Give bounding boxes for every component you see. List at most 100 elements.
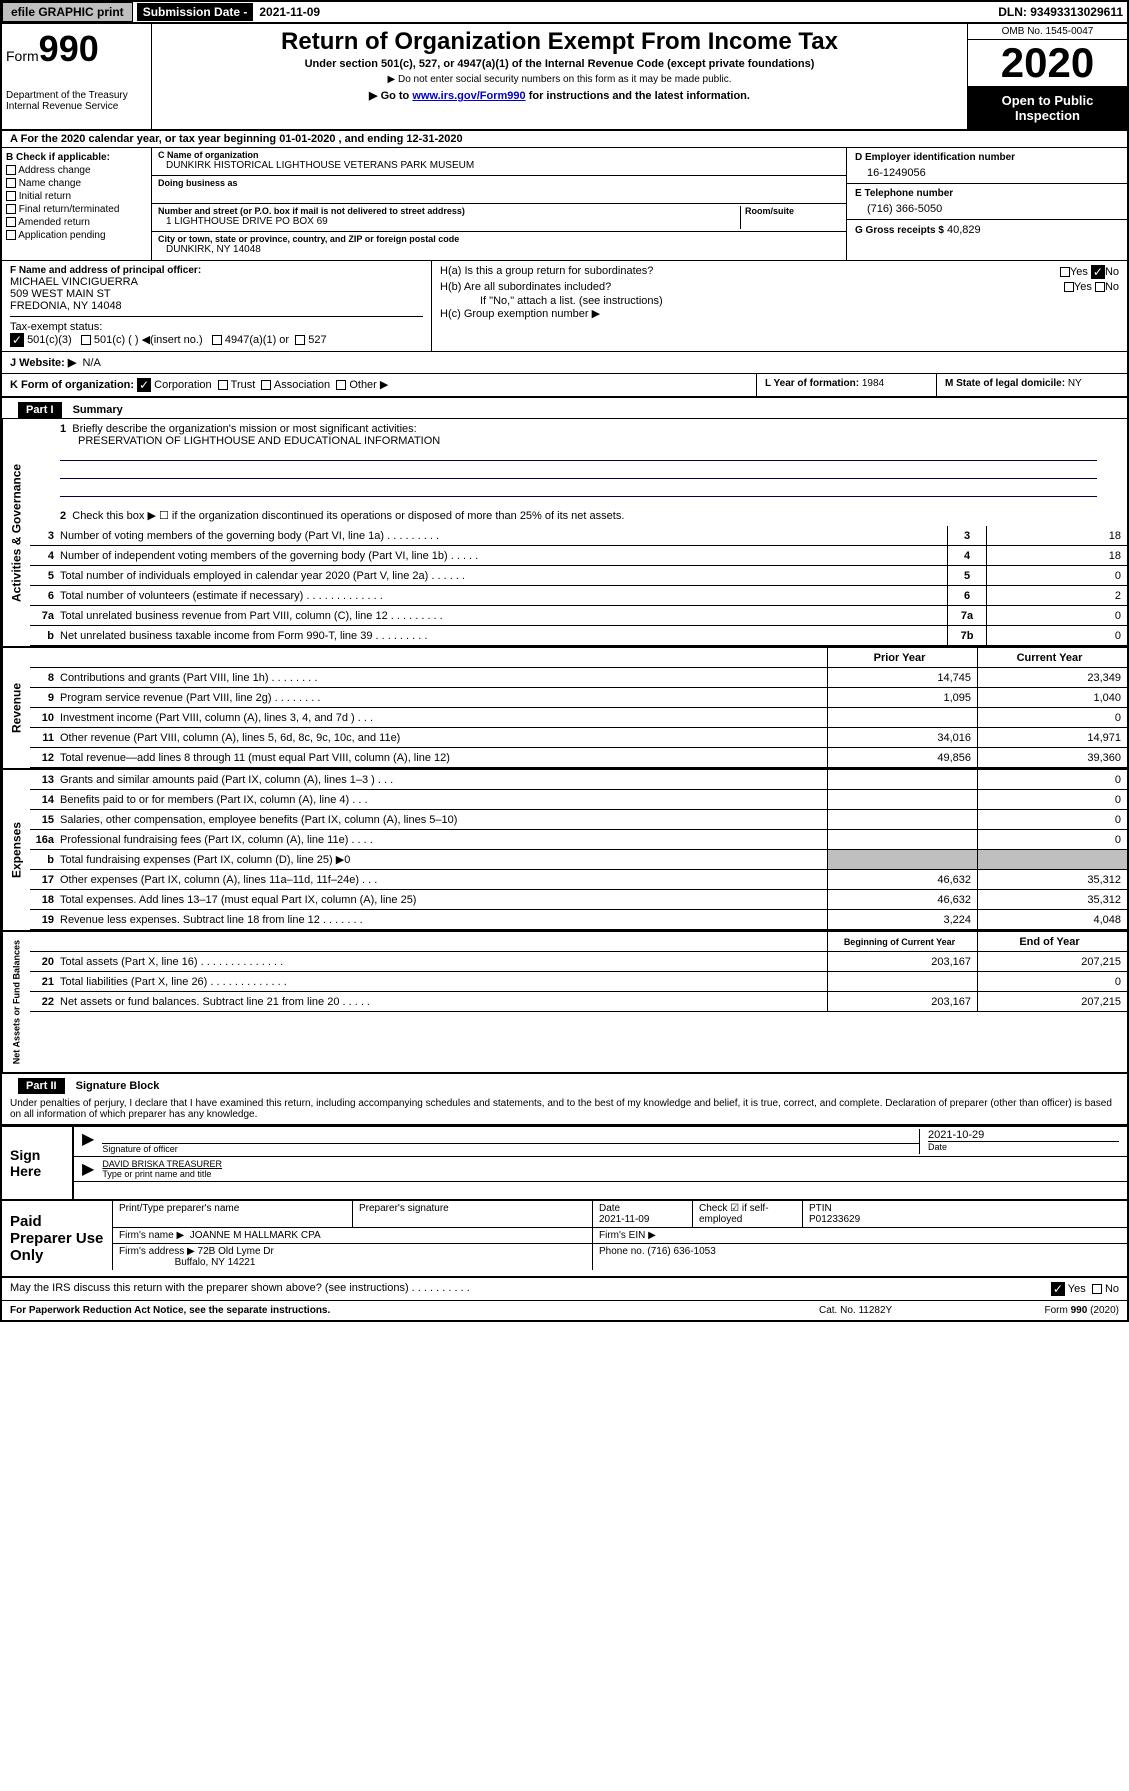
financial-row: 18Total expenses. Add lines 13–17 (must …	[30, 890, 1127, 910]
form-link-row: ▶ Go to www.irs.gov/Form990 for instruct…	[160, 89, 959, 102]
section-fgh: F Name and address of principal officer:…	[2, 261, 1127, 352]
part1-header-row: Part I Summary	[2, 398, 1127, 418]
financial-row: 20Total assets (Part X, line 16) . . . .…	[30, 952, 1127, 972]
financial-row: 12Total revenue—add lines 8 through 11 (…	[30, 748, 1127, 768]
ha-no[interactable]: ✓	[1091, 265, 1105, 279]
sign-date-label: Date	[928, 1141, 1119, 1152]
room-label: Room/suite	[745, 206, 840, 216]
city-value: DUNKIRK, NY 14048	[158, 244, 840, 255]
footer-form-ref: Form 990 (2020)	[969, 1305, 1119, 1316]
line-k: K Form of organization: ✓ Corporation Tr…	[2, 374, 757, 396]
firm-addr1: 72B Old Lyme Dr	[198, 1246, 274, 1257]
row-klm: K Form of organization: ✓ Corporation Tr…	[2, 374, 1127, 398]
open-to-public-label: Open to Public Inspection	[968, 87, 1127, 129]
org-name-label: C Name of organization	[158, 150, 840, 160]
checkbox-name-change[interactable]	[6, 178, 16, 188]
financial-row: 17Other expenses (Part IX, column (A), l…	[30, 870, 1127, 890]
paid-preparer-section: Paid Preparer Use Only Print/Type prepar…	[2, 1201, 1127, 1278]
website-value: N/A	[82, 357, 100, 369]
discuss-yes[interactable]: ✓	[1051, 1282, 1065, 1296]
checkbox-other[interactable]	[336, 380, 346, 390]
preparer-date: 2021-11-09	[599, 1214, 649, 1225]
hb-yes[interactable]	[1064, 282, 1074, 292]
summary-row: 6Total number of volunteers (estimate if…	[30, 586, 1127, 606]
ein-value: 16-1249056	[855, 163, 1119, 179]
checkbox-initial-return[interactable]	[6, 191, 16, 201]
dln-value: DLN: 93493313029611	[998, 5, 1127, 19]
box-d: D Employer identification number 16-1249…	[847, 148, 1127, 260]
year-box: OMB No. 1545-0047 2020 Open to Public In…	[967, 24, 1127, 129]
box-h: H(a) Is this a group return for subordin…	[432, 261, 1127, 351]
checkbox-application-pending[interactable]	[6, 230, 16, 240]
expenses-tab: Expenses	[2, 770, 30, 930]
ein-label: D Employer identification number	[855, 152, 1119, 163]
page-footer: For Paperwork Reduction Act Notice, see …	[2, 1301, 1127, 1320]
checkbox-501c3[interactable]: ✓	[10, 333, 24, 347]
declaration-text: Under penalties of perjury, I declare th…	[2, 1094, 1127, 1125]
checkbox-527[interactable]	[295, 335, 305, 345]
financial-row: 8Contributions and grants (Part VIII, li…	[30, 668, 1127, 688]
form-990-page: efile GRAPHIC print Submission Date - 20…	[0, 0, 1129, 1322]
financial-row: 21Total liabilities (Part X, line 26) . …	[30, 972, 1127, 992]
form-title: Return of Organization Exempt From Incom…	[160, 28, 959, 56]
omb-number: OMB No. 1545-0047	[968, 24, 1127, 40]
governance-tab: Activities & Governance	[2, 419, 30, 646]
financial-row: 22Net assets or fund balances. Subtract …	[30, 992, 1127, 1012]
city-label: City or town, state or province, country…	[158, 234, 840, 244]
financial-row: 19Revenue less expenses. Subtract line 1…	[30, 910, 1127, 930]
end-year-header: End of Year	[977, 932, 1127, 951]
form-note-1: ▶ Do not enter social security numbers o…	[160, 74, 959, 85]
ptin-value: P01233629	[809, 1214, 860, 1225]
financial-row: 16aProfessional fundraising fees (Part I…	[30, 830, 1127, 850]
checkbox-association[interactable]	[261, 380, 271, 390]
financial-row: 13Grants and similar amounts paid (Part …	[30, 770, 1127, 790]
efile-print-button[interactable]: efile GRAPHIC print	[2, 2, 133, 22]
irs-link[interactable]: www.irs.gov/Form990	[412, 90, 525, 102]
line-l: L Year of formation: 1984	[757, 374, 937, 396]
governance-section: Activities & Governance 1 Briefly descri…	[2, 418, 1127, 646]
address-value: 1 LIGHTHOUSE DRIVE PO BOX 69	[158, 216, 740, 227]
hb-no[interactable]	[1095, 282, 1105, 292]
checkbox-trust[interactable]	[218, 380, 228, 390]
signature-label: Signature of officer	[102, 1144, 177, 1154]
form-label: Form	[6, 48, 39, 64]
form-number-box: Form990 Department of the Treasury Inter…	[2, 24, 152, 129]
sign-here-section: Sign Here ▶ Signature of officer 2021-10…	[2, 1125, 1127, 1201]
summary-row: bNet unrelated business taxable income f…	[30, 626, 1127, 646]
self-employed-check: Check ☑ if self-employed	[693, 1201, 803, 1227]
sign-here-label: Sign Here	[2, 1127, 72, 1199]
printed-name-label: Type or print name and title	[102, 1169, 1119, 1179]
financial-row: 14Benefits paid to or for members (Part …	[30, 790, 1127, 810]
part2-header: Part II	[18, 1078, 65, 1094]
expenses-section: Expenses 13Grants and similar amounts pa…	[2, 768, 1127, 930]
discuss-no[interactable]	[1092, 1284, 1102, 1294]
checkbox-4947[interactable]	[212, 335, 222, 345]
checkbox-address-change[interactable]	[6, 165, 16, 175]
checkbox-corporation[interactable]: ✓	[137, 378, 151, 392]
firm-ein-label: Firm's EIN ▶	[593, 1228, 1127, 1243]
hc-label: H(c) Group exemption number ▶	[440, 307, 1119, 320]
firm-addr2: Buffalo, NY 14221	[175, 1257, 256, 1268]
part1-header: Part I	[18, 402, 62, 418]
part2-title: Signature Block	[76, 1080, 160, 1092]
address-label: Number and street (or P.O. box if mail i…	[158, 206, 740, 216]
checkbox-amended-return[interactable]	[6, 217, 16, 227]
checkbox-final-return[interactable]	[6, 204, 16, 214]
line-a: A For the 2020 calendar year, or tax yea…	[2, 131, 1127, 148]
department-label: Department of the Treasury Internal Reve…	[6, 90, 147, 112]
form-number: 990	[39, 28, 99, 69]
ha-yes[interactable]	[1060, 267, 1070, 277]
gross-receipts-label: G Gross receipts $	[855, 225, 944, 236]
officer-label: F Name and address of principal officer:	[10, 265, 423, 276]
officer-printed-name: DAVID BRISKA TREASURER	[102, 1159, 1119, 1169]
officer-name: MICHAEL VINCIGUERRA	[10, 276, 423, 288]
box-c: C Name of organization DUNKIRK HISTORICA…	[152, 148, 847, 260]
line-m: M State of legal domicile: NY	[937, 374, 1127, 396]
top-bar: efile GRAPHIC print Submission Date - 20…	[2, 2, 1127, 24]
current-year-header: Current Year	[977, 648, 1127, 667]
netassets-tab: Net Assets or Fund Balances	[2, 932, 30, 1072]
hb-label: H(b) Are all subordinates included?	[440, 281, 1064, 293]
submission-date-value: 2021-11-09	[253, 3, 326, 21]
summary-row: 5Total number of individuals employed in…	[30, 566, 1127, 586]
checkbox-501c[interactable]	[81, 335, 91, 345]
